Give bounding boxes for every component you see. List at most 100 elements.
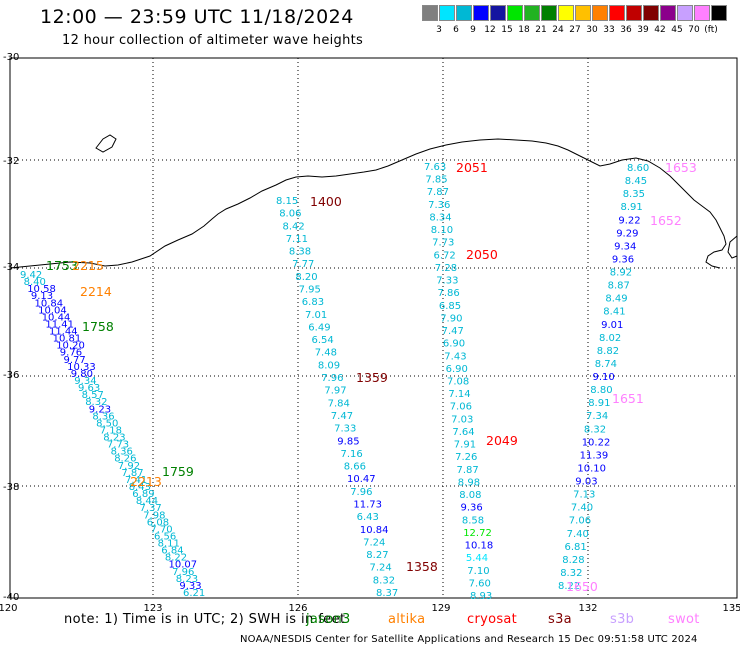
coastline [9, 134, 738, 269]
colorbar-label: 30 [586, 25, 598, 35]
wave-height-value: 8.91 [621, 202, 643, 213]
wave-height-value: 8.87 [608, 281, 630, 292]
colorbar-swatch [694, 5, 710, 21]
wave-height-value: 7.47 [442, 326, 464, 337]
latitude-tick: -40 [3, 592, 19, 603]
wave-height-value: 8.08 [459, 490, 481, 501]
wave-height-value: 10.84 [360, 525, 389, 536]
wave-height-value: 7.98 [143, 510, 165, 521]
satellite-legend-item: s3a [548, 612, 572, 627]
wave-height-value: 7.86 [438, 288, 460, 299]
wave-height-value: 10.10 [577, 463, 606, 474]
wave-height-value: 7.43 [444, 351, 466, 362]
wave-height-value: 8.35 [623, 189, 645, 200]
wave-height-value: 8.36 [111, 447, 133, 458]
wave-height-value: 8.80 [590, 385, 612, 396]
wave-height-value: 8.66 [344, 462, 366, 473]
wave-height-value: 7.73 [432, 238, 454, 249]
wave-height-value: 7.10 [467, 566, 489, 577]
colorbar-label: 9 [470, 25, 476, 35]
wave-height-value: 7.60 [469, 578, 491, 589]
wave-height-value: 7.73 [107, 440, 129, 451]
colorbar-label: 36 [620, 25, 632, 35]
wave-height-value: 11.39 [580, 450, 609, 461]
pass-id-label: 2213 [130, 474, 162, 489]
wave-height-value: 7.36 [428, 200, 450, 211]
pass-id-label: 1653 [665, 160, 697, 175]
wave-height-value: 8.40 [24, 277, 46, 288]
wave-height-value: 10.81 [53, 334, 82, 345]
wave-height-value: 10.44 [42, 312, 71, 323]
wave-height-value: 9.33 [179, 581, 201, 592]
wave-height-value: 8.26 [114, 454, 136, 465]
wave-height-value: 8.27 [366, 550, 388, 561]
wave-height-value: 7.87 [121, 468, 143, 479]
wave-height-value: 8.41 [603, 307, 625, 318]
wave-height-value: 7.06 [569, 516, 591, 527]
wave-height-value: 8.36 [92, 411, 114, 422]
wave-height-value: 7.84 [328, 398, 350, 409]
wave-height-value: 6.81 [565, 542, 587, 553]
longitude-tick: 135 [722, 603, 740, 614]
wave-height-value: 10.33 [67, 362, 96, 373]
satellite-legend-item: swot [668, 612, 700, 627]
wave-height-value: 9.63 [78, 383, 100, 394]
map-frame [9, 57, 738, 599]
wave-height-value: 7.90 [440, 313, 462, 324]
wave-height-value: 8.22 [165, 553, 187, 564]
pass-id-label: 1758 [82, 319, 114, 334]
wave-height-value: 10.20 [56, 341, 85, 352]
wave-height-value: 7.95 [299, 285, 321, 296]
wave-height-value: 7.24 [363, 537, 385, 548]
wave-height-value: 7.85 [425, 175, 447, 186]
wave-height-value: 7.87 [427, 187, 449, 198]
wave-height-value: 8.38 [289, 247, 311, 258]
wave-height-value: 7.96 [350, 487, 372, 498]
wave-height-value: 8.37 [376, 588, 398, 599]
pass-id-label: 2050 [466, 247, 498, 262]
wave-height-value: 9.13 [31, 291, 53, 302]
pass-id-label: 1358 [406, 559, 438, 574]
pass-id-label: 2215 [72, 258, 104, 273]
latitude-tick: -38 [3, 482, 19, 493]
wave-height-value: 8.11 [158, 539, 180, 550]
wave-height-value: 7.16 [341, 449, 363, 460]
wave-height-value: 11.41 [45, 320, 74, 331]
wave-height-value: 8.22 [558, 581, 580, 592]
colorbar-label: 24 [552, 25, 564, 35]
wave-height-value: 8.45 [625, 176, 647, 187]
wave-height-value: 8.93 [470, 591, 492, 602]
pass-id-label: 1652 [650, 213, 682, 228]
longitude-tick: 132 [578, 603, 597, 614]
wave-height-value: 9.36 [612, 254, 634, 265]
wave-height-value: 10.22 [582, 437, 611, 448]
colorbar-swatch [422, 5, 438, 21]
colorbar-swatch [643, 5, 659, 21]
colorbar-label: 12 [484, 25, 496, 35]
wave-height-value: 7.41 [125, 475, 147, 486]
wave-height-value: 7.18 [100, 426, 122, 437]
australia-coastline [9, 138, 727, 269]
wave-height-value: 8.32 [373, 575, 395, 586]
wave-height-value: 7.14 [448, 389, 470, 400]
colorbar-label: 18 [518, 25, 530, 35]
wave-height-value: 5.44 [466, 553, 488, 564]
wave-height-value: 8.20 [295, 272, 317, 283]
colorbar-swatch [490, 5, 506, 21]
wave-height-value: 6.21 [183, 588, 205, 599]
wave-height-value: 12.72 [463, 528, 492, 539]
wave-height-value: 8.50 [96, 418, 118, 429]
credit-line: NOAA/NESDIS Center for Satellite Applica… [240, 634, 698, 645]
wave-height-value: 6.83 [302, 297, 324, 308]
wave-height-value: 7.08 [447, 377, 469, 388]
longitude-tick: 129 [431, 603, 450, 614]
wave-height-value: 7.33 [436, 276, 458, 287]
pass-id-label: 1753 [46, 258, 78, 273]
colorbar-swatch [558, 5, 574, 21]
wave-height-value: 7.34 [586, 411, 608, 422]
wave-height-value: 6.90 [443, 339, 465, 350]
wave-height-value: 8.43 [129, 482, 151, 493]
wave-height-value: 9.80 [71, 369, 93, 380]
wave-height-value: 9.23 [89, 404, 111, 415]
latitude-tick: -34 [3, 262, 19, 273]
